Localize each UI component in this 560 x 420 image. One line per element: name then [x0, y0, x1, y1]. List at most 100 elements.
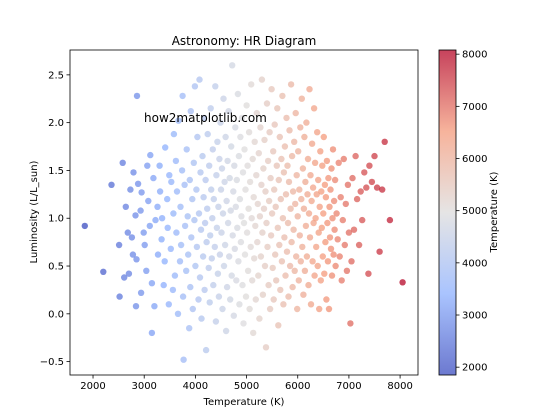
scatter-point — [177, 203, 184, 210]
scatter-point — [359, 216, 366, 224]
scatter-point — [230, 312, 237, 319]
y-tick-label: 1.5 — [48, 166, 64, 177]
colorbar-gradient — [439, 50, 456, 375]
scatter-point — [249, 277, 256, 284]
scatter-point — [320, 133, 327, 141]
scatter-point — [261, 136, 268, 144]
scatter-point — [343, 267, 351, 274]
scatter-point — [200, 194, 207, 201]
y-tick-label: 2.5 — [48, 70, 64, 81]
scatter-point — [226, 253, 233, 260]
scatter-point — [265, 281, 272, 289]
scatter-point — [272, 251, 279, 258]
scatter-point — [284, 162, 291, 169]
scatter-point — [246, 305, 253, 313]
scatter-point — [326, 203, 333, 210]
scatter-point — [266, 305, 274, 313]
scatter-point — [154, 203, 161, 210]
scatter-point — [289, 283, 296, 291]
scatter-point — [326, 234, 334, 241]
scatter-point — [183, 267, 190, 274]
scatter-point — [302, 178, 309, 186]
scatter-point — [310, 105, 318, 112]
scatter-point — [127, 186, 134, 193]
scatter-point — [252, 296, 259, 303]
scatter-point — [245, 205, 252, 212]
scatter-point — [249, 155, 256, 163]
scatter-point — [133, 256, 140, 263]
scatter-point — [229, 232, 236, 239]
scatter-point — [204, 130, 211, 138]
scatter-point — [266, 129, 273, 136]
x-tick-label: 3000 — [131, 381, 156, 392]
scatter-point — [148, 329, 156, 337]
scatter-point — [277, 195, 284, 203]
scatter-point — [121, 274, 128, 281]
scatter-point — [281, 143, 289, 150]
scatter-point — [321, 270, 328, 277]
scatter-point — [279, 215, 287, 222]
scatter-point — [165, 301, 172, 308]
scatter-point — [119, 159, 126, 166]
scatter-point — [177, 241, 185, 249]
scatter-point — [235, 152, 243, 160]
scatter-point — [227, 207, 234, 214]
scatter-point — [257, 253, 265, 260]
scatter-point — [295, 277, 302, 284]
scatter-point — [222, 133, 229, 141]
scatter-point — [210, 281, 217, 289]
scatter-point — [267, 232, 275, 239]
scatter-point — [257, 124, 264, 131]
scatter-point — [189, 305, 196, 313]
scatter-point — [315, 229, 322, 236]
scatter-point — [292, 109, 299, 117]
scatter-point — [232, 203, 239, 210]
scatter-point — [214, 270, 222, 277]
scatter-point — [333, 210, 340, 217]
scatter-point — [181, 222, 189, 230]
scatter-point — [291, 138, 298, 145]
colorbar-frame — [438, 49, 457, 376]
scatter-point — [368, 178, 376, 186]
scatter-point — [307, 172, 314, 179]
scatter-point — [199, 253, 207, 260]
scatter-point — [353, 195, 361, 203]
scatter-point — [316, 203, 323, 210]
scatter-point — [310, 219, 317, 227]
scatter-point — [237, 133, 244, 141]
scatter-point — [280, 169, 288, 176]
scatter-point — [252, 222, 259, 230]
scatter-point — [144, 162, 151, 169]
scatter-point — [338, 277, 345, 284]
scatter-point — [324, 258, 332, 265]
scatter-point — [191, 216, 198, 224]
scatter-point — [171, 272, 179, 279]
scatter-point — [278, 155, 285, 163]
scatter-point — [234, 224, 241, 231]
scatter-point — [281, 234, 288, 241]
scatter-point — [202, 176, 209, 184]
scatter-point — [191, 83, 199, 90]
scatter-point — [270, 148, 277, 155]
scatter-point — [319, 253, 326, 260]
scatter-point — [274, 224, 281, 231]
scatter-point — [273, 162, 280, 169]
scatter-point — [234, 90, 242, 98]
scatter-point — [167, 245, 174, 252]
scatter-point — [235, 258, 242, 265]
scatter-point — [337, 194, 344, 201]
scatter-point — [399, 279, 406, 286]
scatter-point — [244, 162, 251, 169]
scatter-point — [224, 157, 231, 165]
scatter-point — [116, 293, 123, 300]
scatter-point — [201, 286, 208, 294]
scatter-point — [298, 195, 305, 203]
scatter-point — [302, 222, 310, 230]
scatter-point — [268, 210, 276, 217]
scatter-point — [240, 320, 247, 327]
scatter-point — [339, 216, 346, 224]
scatter-point — [145, 197, 152, 205]
scatter-point — [344, 181, 352, 188]
scatter-point — [311, 272, 318, 279]
colorbar-tick-label: 3000 — [462, 311, 487, 322]
